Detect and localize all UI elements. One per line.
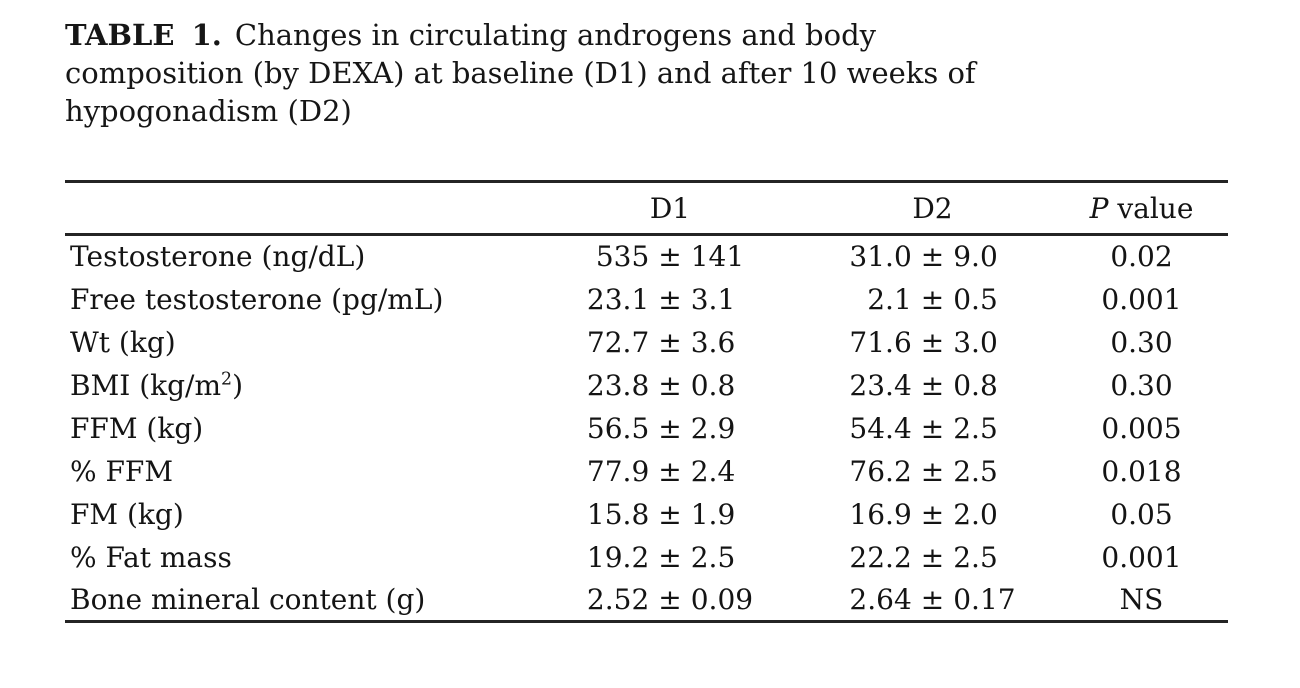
row-label: % Fat mass: [70, 540, 232, 574]
p-value: NS: [1119, 582, 1164, 616]
table-row-bmi: BMI (kg/m2) 23.8 ±0.8 23.4 ±0.8 0.30: [65, 364, 1228, 407]
d1-value: 23.1 ±3.1: [586, 282, 736, 316]
plus-minus: ±: [920, 454, 945, 488]
table-row-free-testosterone: Free testosterone (pg/mL) 23.1 ±3.1 2.1 ±0…: [65, 278, 1228, 321]
p-value: 0.005: [1101, 411, 1182, 445]
plus-minus: ±: [920, 325, 945, 359]
label-superscript: 2: [221, 369, 233, 390]
plus-minus: ±: [658, 497, 682, 531]
p-value: 0.02: [1110, 240, 1173, 274]
plus-minus: ±: [920, 582, 945, 616]
header-row: D1 D2 P value: [65, 182, 1228, 235]
d2-value: 76.2 ±2.5: [849, 454, 998, 488]
plus-minus: ±: [658, 368, 682, 402]
table-row-ffm: FFM (kg) 56.5 ±2.9 54.4 ±2.5 0.005: [65, 407, 1228, 450]
table-row-fm: FM (kg) 15.8 ±1.9 16.9 ±2.0 0.05: [65, 493, 1228, 536]
d1-value: 77.9 ±2.4: [586, 454, 736, 488]
d2-value: 23.4 ±0.8: [849, 368, 998, 402]
p-value: 0.05: [1110, 497, 1173, 531]
row-label: FM (kg): [70, 497, 184, 531]
caption-text: Changes in circulating androgens and bod…: [234, 18, 877, 52]
d2-value: 16.9 ±2.0: [849, 497, 998, 531]
plus-minus: ±: [658, 540, 682, 574]
d1-value: 15.8 ±1.9: [586, 497, 736, 531]
row-label: Wt (kg): [70, 325, 176, 359]
plus-minus: ±: [658, 411, 682, 445]
plus-minus: ±: [920, 497, 945, 531]
row-label: Bone mineral content (g): [70, 582, 426, 616]
p-value: 0.001: [1101, 282, 1182, 316]
table-row-weight: Wt (kg) 72.7 ±3.6 71.6 ±3.0 0.30: [65, 321, 1228, 364]
row-label: Testosterone (ng/dL): [70, 240, 366, 274]
p-value: 0.30: [1110, 325, 1173, 359]
table-row-pct-ffm: % FFM 77.9 ±2.4 76.2 ±2.5 0.018: [65, 450, 1228, 493]
p-symbol: P: [1089, 191, 1109, 225]
d2-value: 31.0 ±9.0: [849, 240, 998, 274]
d1-value: 535 ±141: [595, 240, 745, 274]
d1-value: 23.8 ±0.8: [586, 368, 736, 402]
p-value-word: value: [1108, 191, 1194, 225]
d2-value: 2.1 ±0.5: [867, 282, 998, 316]
d1-value: 19.2 ±2.5: [586, 540, 736, 574]
d2-value: 22.2 ±2.5: [849, 540, 998, 574]
plus-minus: ±: [920, 411, 945, 445]
header-d1: D1: [649, 191, 691, 225]
d1-value: 2.52 ±0.09: [586, 582, 754, 616]
caption-line: TABLE 1. Changes in circulating androgens…: [65, 16, 1235, 54]
plus-minus: ±: [658, 454, 682, 488]
row-label: Free testosterone (pg/mL): [70, 282, 444, 316]
plus-minus: ±: [658, 240, 682, 274]
table-number: TABLE 1.: [65, 18, 222, 52]
table-row-testosterone: Testosterone (ng/dL) 535 ±141 31.0 ±9.0 0.…: [65, 235, 1228, 278]
plus-minus: ±: [920, 540, 945, 574]
plus-minus: ±: [658, 582, 682, 616]
d2-value: 2.64 ±0.17: [849, 582, 1016, 616]
d2-value: 71.6 ±3.0: [849, 325, 998, 359]
table-row-pct-fat-mass: % Fat mass 19.2 ±2.5 22.2 ±2.5 0.001: [65, 536, 1228, 579]
d1-value: 56.5 ±2.9: [586, 411, 736, 445]
p-value: 0.001: [1101, 540, 1182, 574]
caption-line: hypogonadism (D2): [65, 94, 352, 128]
caption-line: composition (by DEXA) at baseline (D1) a…: [65, 56, 976, 90]
d1-value: 72.7 ±3.6: [586, 325, 736, 359]
header-d2: D2: [912, 191, 953, 225]
plus-minus: ±: [920, 240, 945, 274]
p-value: 0.018: [1101, 454, 1182, 488]
header-p-value: P value: [1055, 182, 1228, 235]
row-label: % FFM: [70, 454, 174, 488]
table-caption: TABLE 1. Changes in circulating androgens…: [65, 16, 1235, 130]
d2-value: 54.4 ±2.5: [849, 411, 998, 445]
plus-minus: ±: [658, 282, 682, 316]
table-row-bone-mineral-content: Bone mineral content (g) 2.52 ±0.09 2.64 ±…: [65, 579, 1228, 622]
p-value: 0.30: [1110, 368, 1173, 402]
plus-minus: ±: [920, 282, 945, 316]
row-label: BMI (kg/m2): [70, 368, 243, 402]
plus-minus: ±: [658, 325, 682, 359]
plus-minus: ±: [920, 368, 945, 402]
header-empty: [65, 182, 530, 235]
row-label: FFM (kg): [70, 411, 204, 445]
data-table: D1 D2 P value Testosterone (ng/dL) 535 ±1…: [65, 180, 1228, 623]
